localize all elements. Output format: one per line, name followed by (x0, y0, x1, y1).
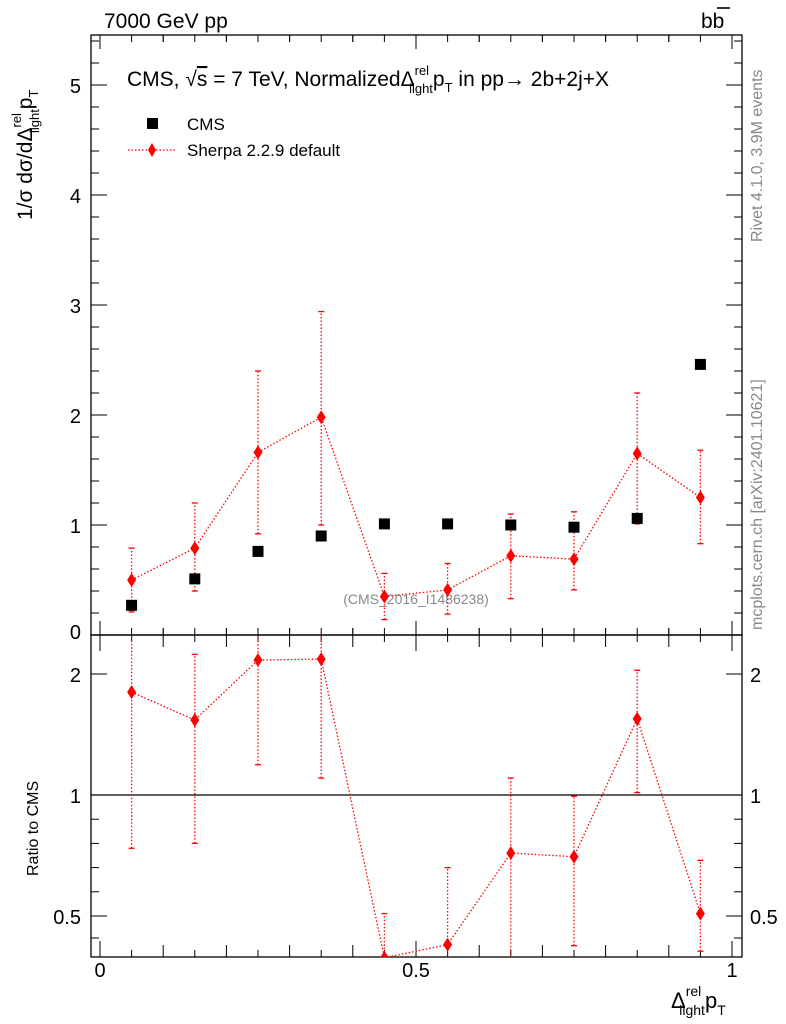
cms-point (315, 530, 327, 542)
ylabel-main-sub: light (27, 109, 42, 133)
sherpa-point-main (632, 446, 642, 461)
cms-point (631, 512, 643, 524)
y-tick-label-ratio-right: 1 (750, 786, 761, 808)
title-s: s (197, 68, 208, 91)
cms-point (378, 518, 390, 530)
x-tick-label: 1 (726, 960, 737, 982)
main-panel-ticks: 0 1 2 3 4 5 (70, 35, 742, 644)
sherpa-point-ratio (506, 846, 516, 861)
title-final: 2b+2j+X (525, 68, 609, 91)
sherpa-point-main (443, 582, 453, 597)
legend-marker-cms (147, 118, 158, 129)
sherpa-point-ratio (443, 937, 453, 952)
header-right: bb (701, 10, 724, 33)
title-delta: Δ (401, 68, 415, 91)
legend-label-sherpa: Sherpa 2.2.9 default (187, 141, 340, 160)
cms-point (189, 573, 201, 585)
y-tick-label-main: 1 (70, 516, 81, 538)
sherpa-point-ratio (632, 711, 642, 726)
mcplots-info: mcplots.cern.ch [arXiv:2401.10621] (749, 379, 766, 630)
ratio-panel-frame (90, 634, 743, 958)
sherpa-point-main (506, 548, 516, 563)
xlabel-sub: light (679, 1002, 705, 1018)
sherpa-point-ratio (569, 849, 579, 864)
ylabel-main-delta: Δ (14, 128, 37, 142)
y-tick-label-main: 3 (70, 296, 81, 318)
y-tick-label-ratio-left: 0.5 (53, 907, 81, 929)
cms-point (442, 518, 454, 530)
rivet-info: Rivet 4.1.0, 3.9M events (749, 69, 766, 242)
sherpa-line-main (131, 416, 701, 598)
x-tick-label: 0.5 (402, 960, 430, 982)
ylabel-main-p-sub: T (26, 90, 41, 98)
legend-label-cms: CMS (187, 115, 225, 134)
cms-point (252, 545, 264, 557)
ylabel-main-sup: rel (9, 113, 24, 128)
header-left: 7000 GeV pp (104, 10, 228, 33)
cms-point (505, 519, 517, 531)
analysis-watermark: (CMS_2016_I1486238) (343, 591, 489, 607)
ratio-panel-ticks: 0.5 0.5 1 1 2 2 0 0.5 1 (53, 635, 778, 982)
sherpa-point-ratio (380, 950, 389, 957)
sherpa-point-ratio (695, 906, 705, 921)
sherpa-point-main (695, 490, 705, 505)
y-tick-label-ratio-right: 0.5 (750, 907, 778, 929)
sherpa-point-main (569, 552, 579, 567)
ylabel-main-p: p (14, 98, 37, 110)
sherpa-point-ratio (253, 653, 263, 667)
ratio-clipped-group (127, 635, 705, 957)
legend: CMS Sherpa 2.2.9 default (128, 115, 340, 160)
main-title: CMS, √s = 7 TeV, NormalizedΔrel lightpT i… (127, 63, 609, 96)
title-sup: rel (415, 63, 430, 78)
y-tick-label-ratio-left: 1 (70, 786, 81, 808)
title-suffix: in pp (453, 68, 504, 91)
sherpa-point-ratio (190, 712, 200, 727)
cms-point (568, 521, 580, 533)
ratio-panel-data (127, 635, 705, 957)
title-p: p (433, 68, 445, 91)
y-tick-label-main: 2 (70, 406, 81, 428)
sherpa-line-ratio (131, 658, 702, 957)
title-p-sub: T (445, 80, 453, 95)
sherpa-point-main (127, 573, 137, 587)
y-tick-label-main: 0 (70, 622, 81, 644)
sherpa-point-ratio (127, 685, 137, 700)
y-tick-label-ratio-right: 2 (750, 665, 761, 687)
title-sub: light (409, 81, 433, 96)
sherpa-point-main (190, 541, 200, 556)
y-tick-label-main: 4 (70, 186, 81, 208)
x-tick-label: 0 (94, 960, 105, 982)
sherpa-point-main (316, 410, 326, 425)
xlabel-p-sub: T (717, 1002, 726, 1018)
sherpa-point-main (253, 445, 263, 460)
x-axis-label: Δrel lightpT (671, 983, 726, 1018)
sherpa-point-main (379, 589, 389, 604)
title-energy: = 7 TeV, Normalized (207, 68, 400, 91)
title-sqrt: √ (185, 68, 197, 91)
cms-point (694, 358, 706, 370)
legend-marker-sherpa (148, 143, 156, 157)
title-arrow: → (504, 68, 525, 91)
ylabel-main-pre: 1/σ dσ/d (14, 142, 37, 220)
cms-point (126, 599, 138, 611)
title-prefix: CMS, (127, 68, 185, 91)
sherpa-point-ratio (316, 652, 326, 667)
y-axis-label-ratio: Ratio to CMS (25, 781, 42, 876)
y-tick-label-ratio-left: 2 (70, 665, 81, 687)
xlabel-delta: Δ (671, 988, 686, 1013)
y-axis-label-main: 1/σ dσ/dΔrel lightpT (9, 90, 42, 221)
xlabel-p: p (705, 988, 717, 1013)
y-tick-label-main: 5 (70, 76, 81, 98)
main-panel-data (126, 310, 706, 621)
xlabel-sup: rel (686, 983, 702, 999)
